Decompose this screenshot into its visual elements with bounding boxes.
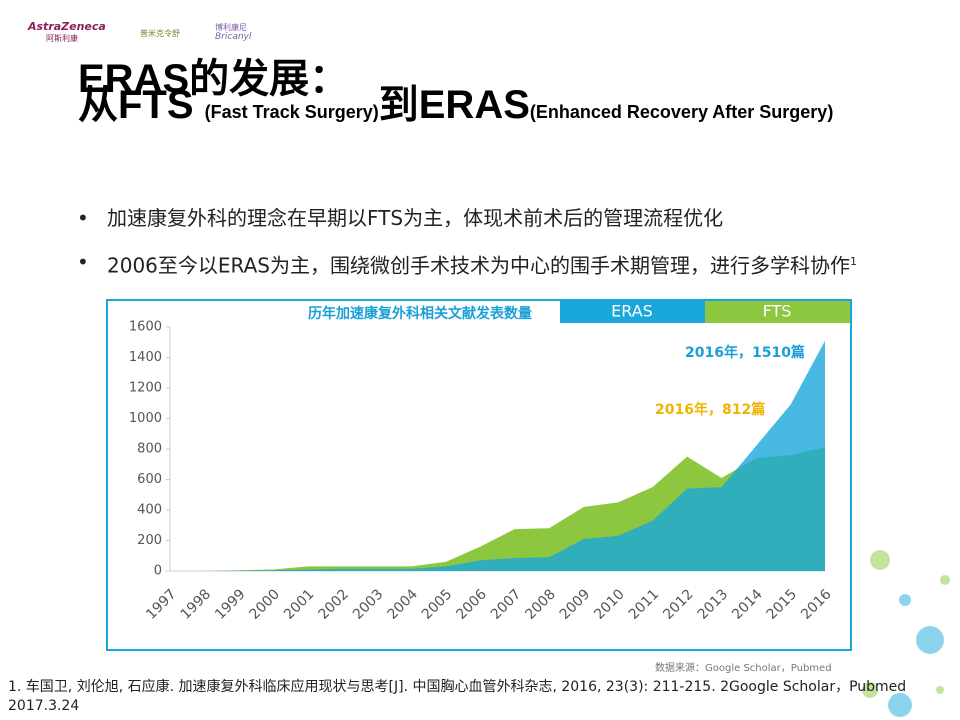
decoration [940,575,950,585]
y-tick-label: 200 [137,533,162,548]
chart-frame [106,299,852,651]
x-tick-label: 2011 [626,586,663,623]
logo: Bricanyl [215,32,252,42]
title: 从FTS (Fast Track Surgery)到ERAS(Enhanced … [78,85,898,126]
x-tick-label: 2016 [798,586,835,623]
y-tick-label: 1000 [129,411,162,426]
legend-label: ERAS [611,302,653,321]
legend-label: FTS [763,302,792,321]
decoration [888,693,912,717]
bullet: • 加速康复外科的理念在早期以FTS为主，体现术前术后的管理流程优化 [77,206,724,230]
x-tick-label: 2014 [729,586,766,623]
logo: AstraZeneca [28,20,106,33]
x-tick-label: 2005 [419,586,456,623]
decoration [870,550,890,570]
x-tick-label: 2013 [695,586,732,623]
superscript: 1 [850,255,857,268]
decoration [862,682,878,698]
x-tick-label: 2006 [453,586,490,623]
y-tick-label: 600 [137,472,162,487]
x-tick-label: 2015 [764,586,801,623]
legend-swatch [705,301,850,323]
decoration [916,626,944,654]
decoration [936,686,944,694]
x-tick-label: 2008 [522,586,559,623]
annotation: 2016年，1510篇 [685,344,805,361]
logo: 阿斯利康 [46,34,78,43]
title-part: (Enhanced Recovery After Surgery) [529,102,834,122]
title: ERAS的发展： [78,57,350,101]
x-tick-label: 2007 [488,586,525,623]
x-tick-label: 1998 [178,586,215,623]
bullet-text: 加速康复外科的理念在早期以FTS为主，体现术前术后的管理流程优化 [107,206,724,230]
y-tick-label: 0 [154,564,162,579]
x-tick-label: 1997 [143,586,180,623]
x-tick-label: 1999 [212,586,249,623]
source-note: 数据来源：Google Scholar，Pubmed [655,661,832,674]
legend-swatch [560,301,705,323]
y-tick-label: 1400 [129,350,162,365]
x-tick-label: 2012 [660,586,697,623]
area [170,340,825,571]
x-tick-label: 2003 [350,586,387,623]
bullet: • 2006至今以ERAS为主，围绕微创手术技术为中心的围手术期管理，进行多学科协… [77,250,857,278]
logo: 博利康尼 [215,23,247,32]
bullet-text: 2006至今以ERAS为主，围绕微创手术技术为中心的围手术期管理，进行多学科协作 [107,253,850,278]
title-part: 从FTS [78,83,205,127]
x-tick-label: 2010 [591,586,628,623]
x-tick-label: 2000 [247,586,284,623]
footnote: 1. 车国卫, 刘伦旭, 石应康. 加速康复外科临床应用现状与思考[J]. 中国… [8,679,907,714]
title-part: (Fast Track Surgery) [204,102,379,122]
title-part: 到ERAS [378,83,530,127]
decoration [899,594,911,606]
x-tick-label: 2002 [316,586,353,623]
chart-title: 历年加速康复外科相关文献发表数量 [308,305,532,322]
y-tick-label: 800 [137,442,162,457]
y-tick-label: 1200 [129,381,162,396]
annotation: 2016年，812篇 [655,401,765,418]
y-tick-label: 400 [137,503,162,518]
x-tick-label: 2009 [557,586,594,623]
logo: 普米克令舒 [140,29,180,38]
y-tick-label: 1600 [129,320,162,335]
x-tick-label: 2001 [281,586,318,623]
x-tick-label: 2004 [384,586,421,623]
